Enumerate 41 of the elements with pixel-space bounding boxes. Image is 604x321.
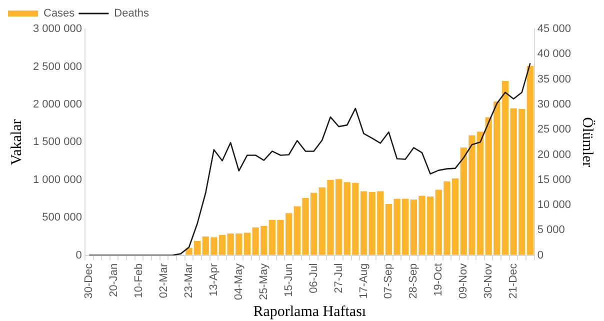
- x-tick-label: 07-Sep: [382, 263, 395, 299]
- x-tick-label: 30-Dec: [83, 262, 96, 299]
- y-tick-label: 500 000: [42, 212, 82, 224]
- x-tick-label: 02-Mar: [158, 262, 170, 298]
- x-tick-label: 15-Jun: [282, 263, 295, 297]
- y-tick-label: 3 000 000: [33, 23, 82, 36]
- x-tick-label: 13-Apr: [208, 263, 220, 296]
- x-tick-label: 17-Aug: [358, 263, 370, 299]
- x-tick-label: 30-Nov: [482, 262, 495, 299]
- x-tick-label: 19-Oct: [432, 263, 445, 296]
- y-tick-label: 1 000 000: [33, 174, 82, 186]
- x-tick-label: 10-Feb: [133, 263, 146, 298]
- x-axis-title: Raporlama Haftası: [253, 304, 366, 320]
- y2-tick-label: 0: [537, 249, 544, 262]
- y2-tick-label: 5 000: [537, 224, 565, 236]
- y2-tick-label: 35 000: [537, 73, 572, 86]
- bar: [526, 66, 534, 255]
- x-tick-label: 27-Jul: [332, 263, 345, 294]
- y2-tick-label: 40 000: [537, 48, 572, 60]
- y2-axis-title: Ölümler: [579, 117, 596, 168]
- x-tick-label: 04-May: [232, 262, 245, 300]
- x-tick-label: 25-May: [258, 262, 270, 300]
- legend-label: Deaths: [114, 8, 150, 20]
- y2-tick-label: 25 000: [537, 124, 572, 136]
- y-axis-title: Vakalar: [8, 119, 25, 166]
- y-tick-label: 1 500 000: [33, 136, 82, 148]
- y-tick-label: 2 500 000: [33, 60, 82, 73]
- y-tick-label: 0: [76, 249, 82, 262]
- y2-tick-label: 15 000: [537, 174, 572, 186]
- legend-label: Cases: [44, 8, 76, 20]
- x-tick-label: 21-Dec: [508, 262, 520, 299]
- y2-tick-label: 20 000: [537, 148, 572, 161]
- x-tick-label: 20-Jan: [108, 263, 120, 297]
- x-tick-label: 09-Nov: [458, 262, 470, 299]
- y2-tick-label: 45 000: [537, 23, 572, 36]
- y2-tick-label: 10 000: [537, 199, 572, 212]
- y-tick-label: 2 000 000: [33, 98, 82, 110]
- x-tick-label: 06-Jul: [308, 263, 320, 294]
- x-tick-label: 23-Mar: [183, 262, 195, 298]
- y2-tick-label: 30 000: [537, 98, 572, 110]
- x-tick-label: 28-Sep: [408, 263, 420, 299]
